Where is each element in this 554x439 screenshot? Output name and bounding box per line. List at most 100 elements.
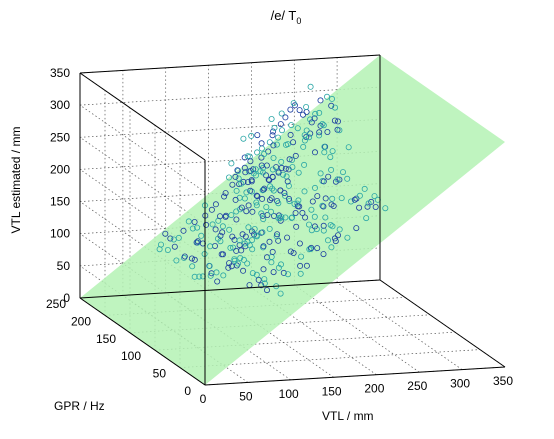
data-point (293, 223, 300, 230)
data-point (321, 149, 328, 156)
data-point (338, 195, 345, 202)
data-point (219, 251, 226, 258)
data-point (269, 166, 276, 173)
data-point (278, 127, 285, 134)
y-tick-label: 200 (71, 314, 91, 328)
y-tick-label: 150 (96, 332, 116, 346)
data-point (334, 176, 341, 183)
data-point (320, 122, 327, 129)
data-point (308, 119, 315, 126)
data-point (238, 204, 245, 211)
data-point (382, 205, 389, 212)
data-point (212, 226, 219, 233)
data-point (237, 254, 244, 261)
data-point (280, 269, 287, 276)
data-point (363, 215, 370, 222)
data-point (268, 195, 275, 202)
data-point (226, 260, 233, 267)
grid-line (251, 287, 377, 375)
data-point (222, 213, 229, 220)
data-point (229, 181, 236, 188)
data-point (239, 231, 246, 238)
data-point (245, 202, 252, 209)
data-point (306, 246, 313, 253)
data-point (290, 249, 297, 256)
data-point (259, 187, 266, 194)
data-point (299, 111, 306, 118)
x-tick-label: 200 (364, 382, 384, 396)
data-point (329, 223, 336, 230)
data-point (301, 161, 308, 168)
data-point (303, 262, 310, 269)
data-point (220, 272, 227, 279)
z-tick-label: 150 (50, 195, 70, 209)
data-point (236, 237, 243, 244)
data-point (191, 218, 198, 225)
data-point (331, 104, 338, 111)
box-edge (79, 297, 206, 386)
data-point (232, 196, 239, 203)
data-point (258, 210, 265, 217)
data-point (285, 182, 292, 189)
data-point (185, 218, 192, 225)
data-point (225, 264, 232, 271)
data-point (308, 227, 315, 234)
grid-line (208, 290, 334, 378)
data-point (290, 100, 297, 107)
data-point (319, 202, 326, 209)
data-point (260, 266, 267, 273)
data-point (236, 242, 243, 249)
data-point (266, 177, 273, 184)
data-point (263, 204, 270, 211)
data-point (328, 95, 335, 102)
data-point (278, 110, 285, 117)
data-point (270, 187, 277, 194)
x-tick-label: 250 (407, 379, 427, 393)
data-point (327, 154, 334, 161)
data-point (267, 208, 274, 215)
data-point (282, 192, 289, 199)
data-point (345, 144, 352, 151)
data-point (170, 236, 177, 243)
x-tick-label: 100 (279, 387, 299, 401)
data-point (311, 223, 318, 230)
data-point (356, 192, 363, 199)
grid-line (79, 137, 206, 225)
data-point (228, 212, 235, 219)
data-point (307, 130, 314, 137)
tick-labels: 0 50 100 150 200 250 300 3500501001502002500501… (46, 66, 513, 406)
data-point (230, 244, 237, 251)
data-point (266, 238, 273, 245)
data-point (253, 202, 260, 209)
data-point (290, 139, 297, 146)
data-point (229, 233, 236, 240)
data-point (275, 215, 282, 222)
data-point (328, 166, 335, 173)
data-point (245, 224, 252, 231)
z-tick-label: 250 (50, 130, 70, 144)
data-point (270, 154, 277, 161)
data-point (227, 244, 234, 251)
data-point (259, 195, 266, 202)
data-point (243, 189, 250, 196)
data-point (222, 190, 229, 197)
data-point (260, 243, 267, 250)
data-point (273, 233, 280, 240)
data-point (270, 128, 277, 135)
data-point (328, 201, 335, 208)
data-point (334, 232, 341, 239)
data-point (309, 198, 316, 205)
data-point (240, 256, 247, 263)
z-tick-label: 50 (57, 259, 71, 273)
data-point (221, 193, 228, 200)
data-point (240, 135, 247, 142)
data-point (297, 262, 304, 269)
data-point (253, 271, 260, 278)
data-point (213, 269, 220, 276)
data-point (203, 221, 210, 228)
data-point (254, 132, 261, 139)
data-point (258, 162, 265, 169)
data-point (206, 262, 213, 269)
data-point (324, 237, 331, 244)
data-points (156, 83, 389, 297)
